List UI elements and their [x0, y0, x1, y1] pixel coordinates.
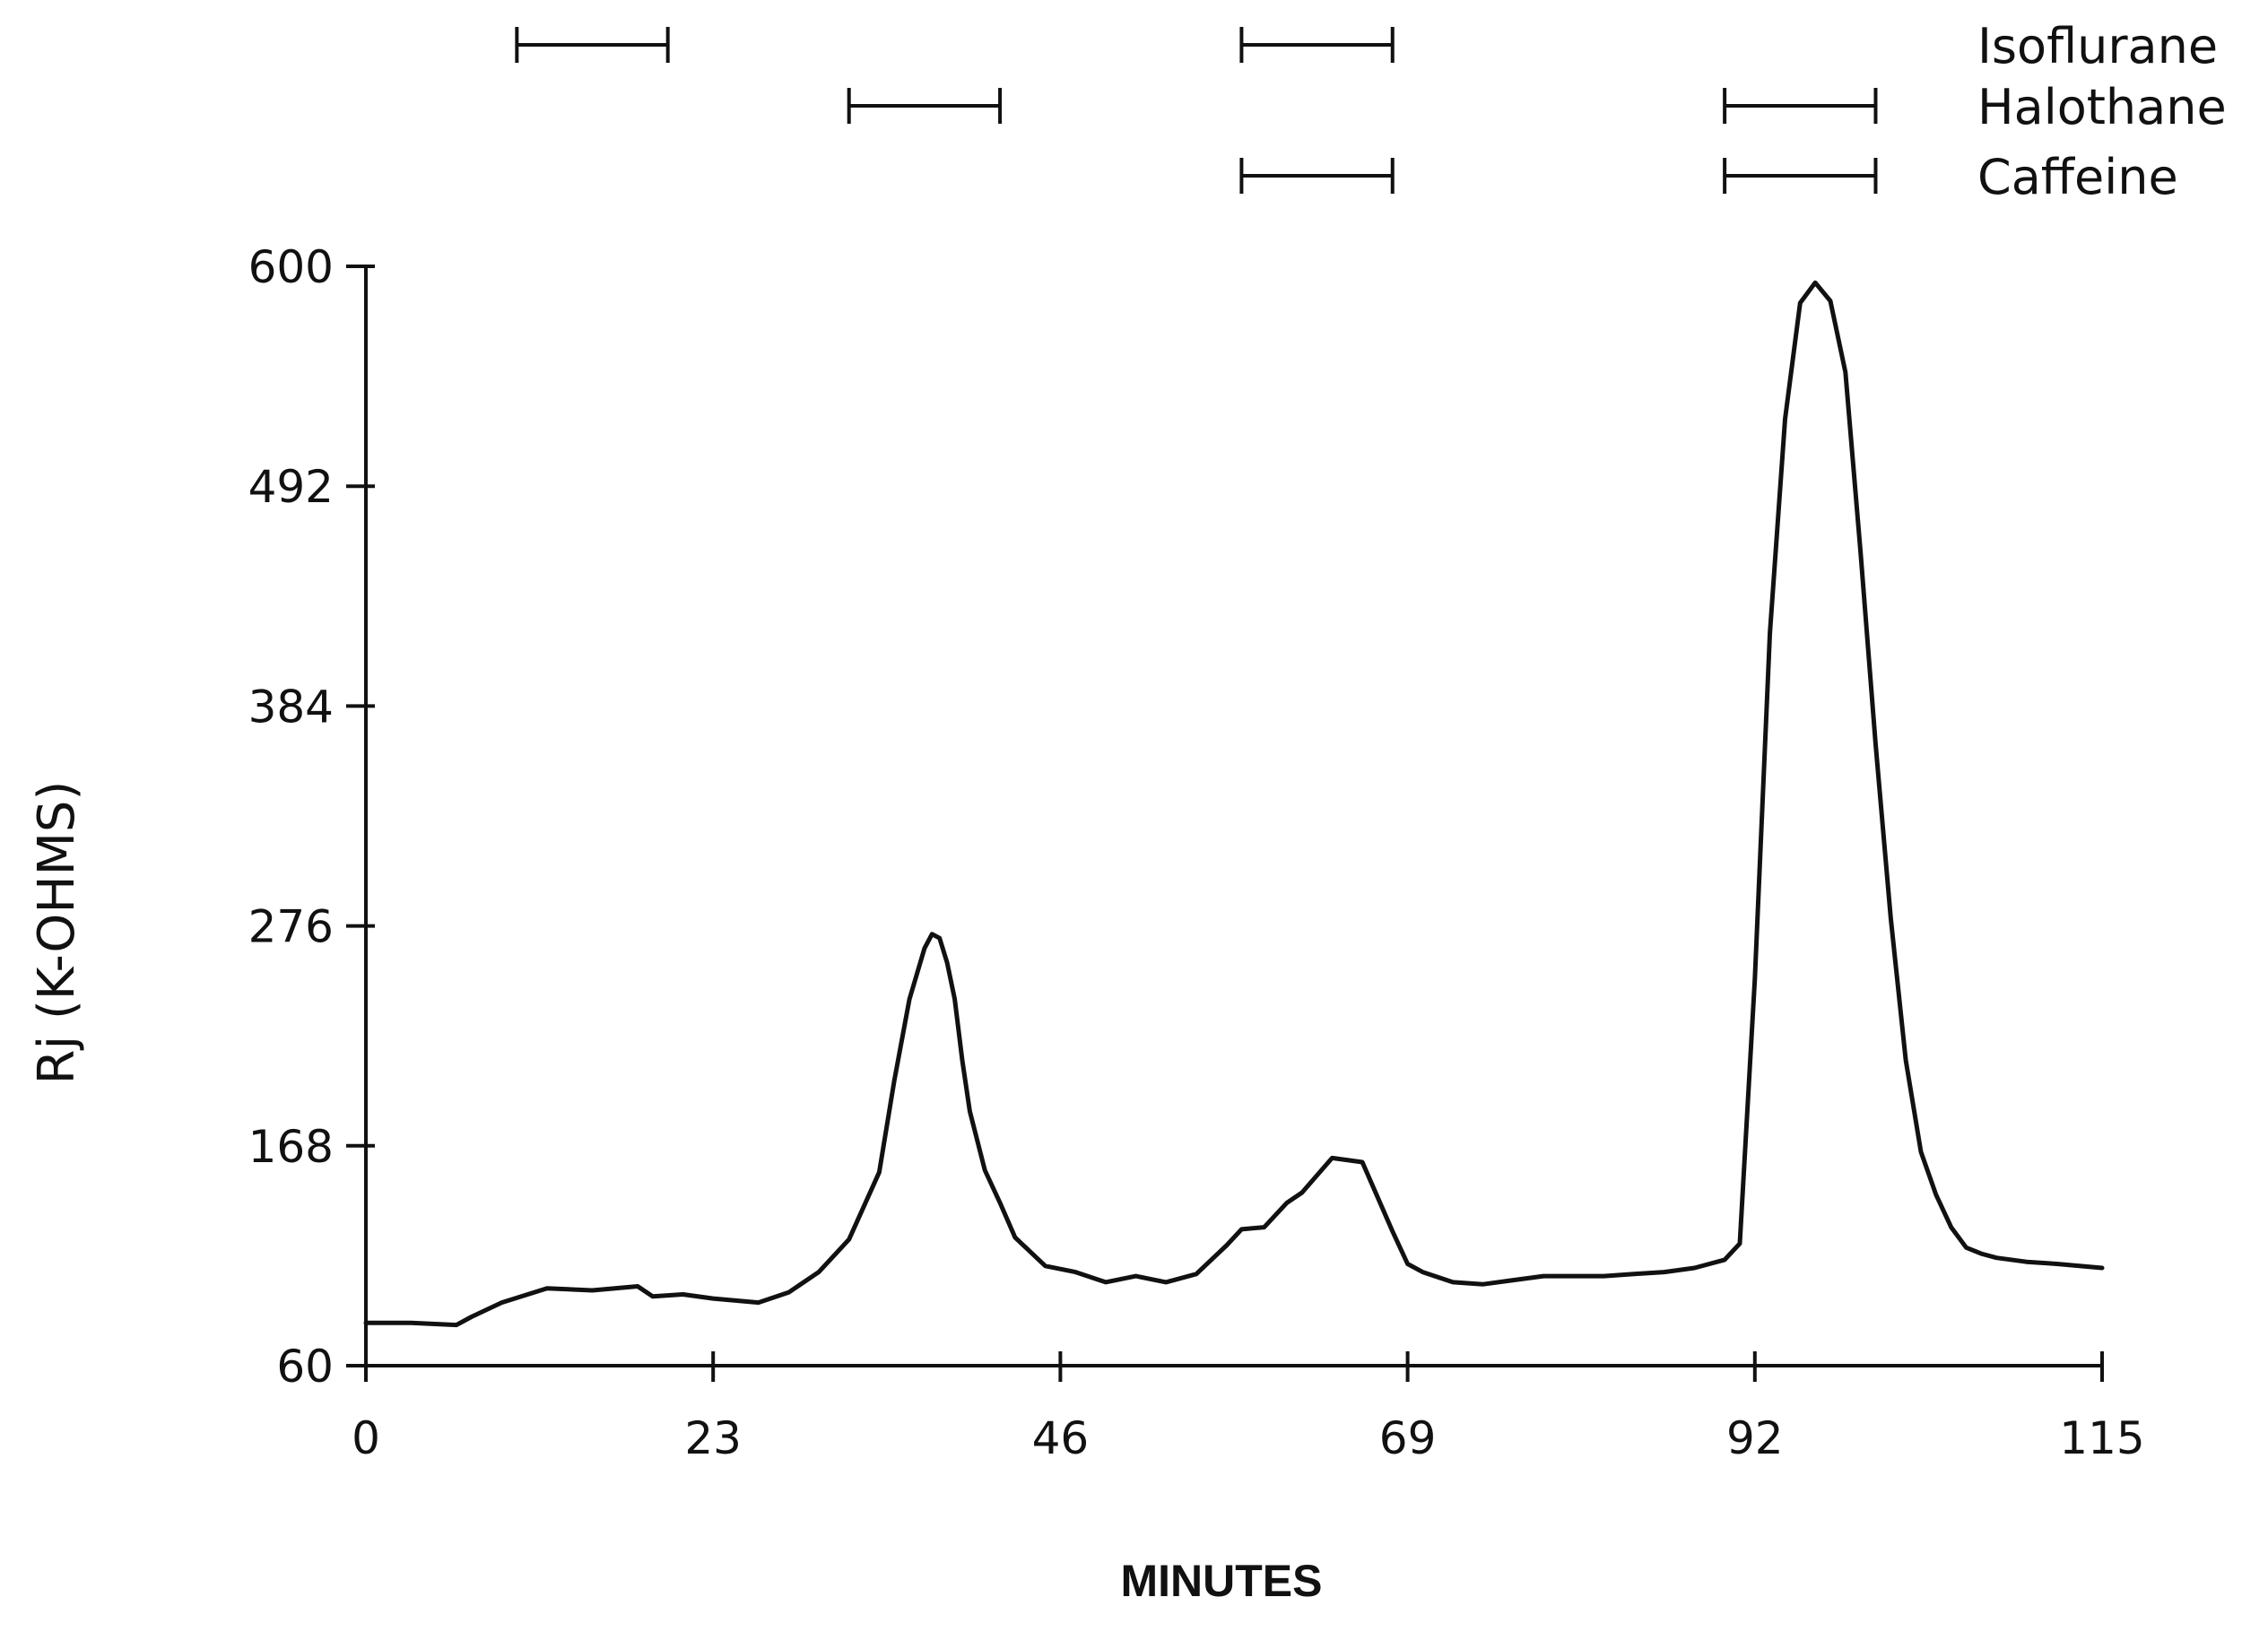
x-tick-label: 115: [2059, 1412, 2144, 1464]
treatment-label: Halothane: [1977, 79, 2227, 135]
x-tick-label: 46: [1032, 1412, 1090, 1464]
x-tick-label: 0: [352, 1412, 380, 1464]
x-axis-title: MINUTES: [1121, 1556, 1323, 1606]
x-axis: 0 23 46 69 92 115: [352, 1351, 2145, 1464]
treatment-label: Caffeine: [1977, 149, 2178, 205]
y-tick-label: 600: [248, 241, 334, 293]
y-tick-label: 168: [248, 1121, 334, 1173]
y-axis-title: Rj (K-OHMS): [28, 781, 86, 1085]
treatment-label: Isoflurane: [1977, 18, 2218, 74]
plot-area: [363, 280, 2105, 1328]
x-tick-label: 92: [1726, 1412, 1784, 1464]
resistance-trace: [363, 280, 2105, 1328]
y-tick-label: 276: [248, 901, 334, 953]
x-tick-label: 23: [684, 1412, 742, 1464]
y-axis: 60 168 276 384 492 600: [248, 241, 375, 1393]
y-tick-label: 492: [248, 461, 334, 513]
y-tick-label: 384: [248, 681, 334, 733]
y-tick-label: 60: [276, 1341, 334, 1393]
x-tick-label: 69: [1379, 1412, 1437, 1464]
